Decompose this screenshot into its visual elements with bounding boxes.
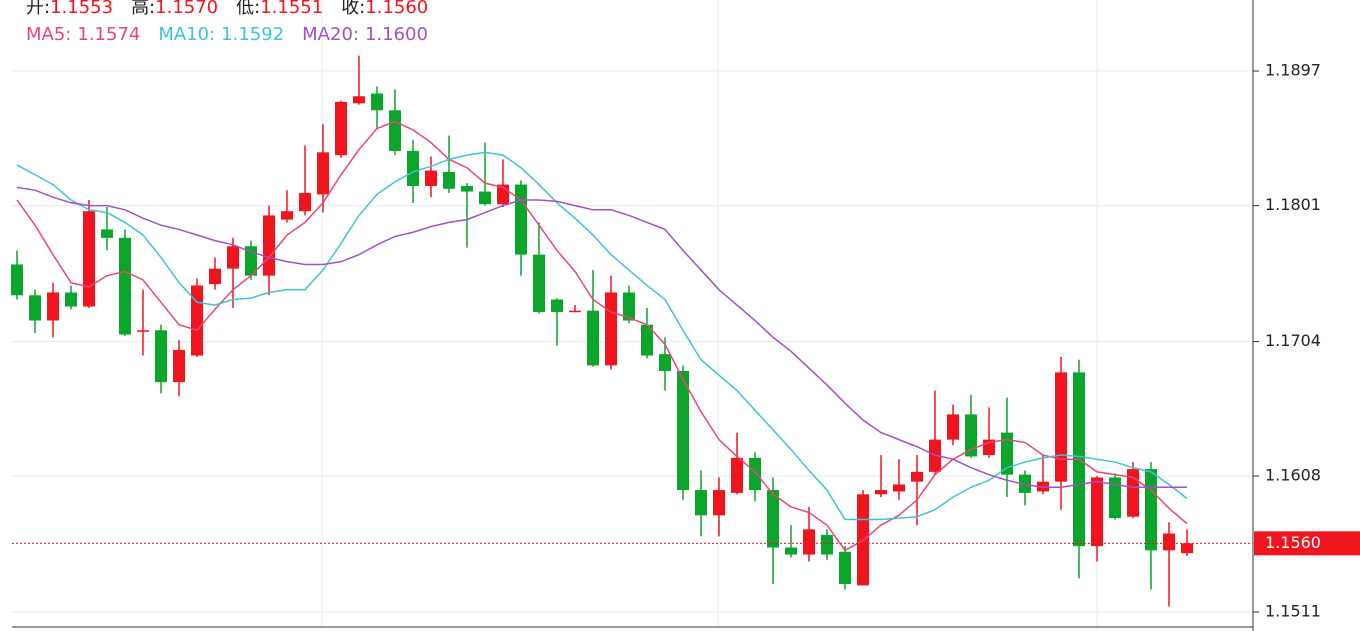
ohlc-name: 低: — [236, 0, 261, 18]
candle-body — [281, 211, 293, 220]
candle-body — [65, 292, 77, 307]
candle-body — [965, 414, 977, 457]
ohlc-item: 收:1.1560 — [341, 0, 428, 18]
ohlc-name: 高: — [131, 0, 156, 18]
candle-body — [839, 551, 851, 584]
candle-body — [533, 254, 545, 313]
candle-body — [389, 110, 401, 151]
ohlc-value: 1.1551 — [260, 0, 324, 18]
candle-body — [335, 101, 347, 156]
candle-body — [821, 534, 833, 555]
candle-body — [695, 490, 707, 516]
candle-body — [515, 184, 527, 255]
candle-body — [911, 471, 923, 482]
candle-body — [875, 490, 887, 495]
candle-body — [677, 370, 689, 491]
y-tick-label: 1.1801 — [1265, 195, 1321, 214]
candle-body — [353, 96, 365, 104]
price-tag — [1254, 531, 1360, 556]
ohlc-name: 收: — [341, 0, 366, 18]
legend-name: MA10: — [158, 24, 216, 45]
ma-line — [16, 186, 1187, 489]
price-tag-label: 1.1560 — [1265, 533, 1321, 552]
legend-item: MA20: 1.1600 — [302, 25, 428, 45]
legend-item: MA10: 1.1592 — [158, 25, 284, 45]
y-tick-label: 1.1704 — [1265, 331, 1321, 350]
candle-body — [1145, 469, 1157, 551]
legend-value: 1.1574 — [77, 24, 141, 45]
candle-body — [641, 324, 653, 356]
candle-body — [11, 264, 23, 296]
candle-body — [713, 490, 725, 516]
candle-body — [551, 299, 563, 313]
ohlc-value: 1.1560 — [365, 0, 429, 18]
legend-value: 1.1592 — [221, 24, 285, 45]
ohlc-item: 低:1.1551 — [236, 0, 323, 18]
candle-body — [191, 285, 203, 356]
ma-line — [16, 120, 1188, 552]
candle-body — [767, 490, 779, 548]
candle-body — [83, 211, 95, 307]
candle-body — [947, 414, 959, 440]
candle-body — [1127, 469, 1139, 517]
candle-body — [569, 310, 581, 313]
ohlc-header: 开:1.1553 高:1.1570 低:1.1551 收:1.1560 — [26, 0, 446, 18]
candle-body — [803, 529, 815, 555]
candle-body — [173, 349, 185, 383]
y-tick-label: 1.1511 — [1265, 602, 1321, 621]
candle-body — [893, 484, 905, 492]
candle-body — [749, 457, 761, 491]
ma-legend: MA5: 1.1574 MA10: 1.1592 MA20: 1.1600 — [26, 25, 446, 45]
candle-body — [47, 292, 59, 321]
ohlc-item: 高:1.1570 — [131, 0, 218, 18]
candle-body — [659, 354, 671, 371]
y-tick-label: 1.1608 — [1265, 466, 1321, 485]
ma-line — [16, 151, 1188, 521]
candle-body — [137, 330, 149, 332]
legend-name: MA5: — [26, 24, 72, 45]
ohlc-item: 开:1.1553 — [26, 0, 113, 18]
candle-body — [209, 268, 221, 285]
candle-body — [407, 150, 419, 186]
candle-body — [461, 185, 473, 192]
candle-body — [317, 152, 329, 195]
candle-body — [587, 310, 599, 366]
candle-body — [1055, 372, 1067, 482]
ohlc-value: 1.1570 — [155, 0, 219, 18]
candle-body — [731, 457, 743, 493]
candle-body — [425, 170, 437, 186]
candle-body — [623, 292, 635, 321]
candle-body — [155, 330, 167, 383]
candle-body — [1091, 477, 1103, 547]
candle-body — [227, 246, 239, 269]
candle-body — [1001, 432, 1013, 475]
candle-body — [1163, 533, 1175, 551]
candle-body — [605, 292, 617, 366]
candle-body — [443, 171, 455, 189]
ohlc-value: 1.1553 — [50, 0, 114, 18]
legend-name: MA20: — [302, 24, 359, 45]
legend-item: MA5: 1.1574 — [26, 25, 140, 45]
candle-body — [119, 237, 131, 335]
candle-body — [101, 229, 113, 238]
candle-body — [785, 547, 797, 555]
ohlc-name: 开: — [26, 0, 51, 18]
candle-body — [371, 93, 383, 111]
candle-body — [29, 295, 41, 321]
candle-body — [299, 192, 311, 212]
candle-body — [479, 191, 491, 205]
candle-body — [263, 215, 275, 276]
candle-body — [1181, 543, 1193, 554]
candle-body — [245, 246, 257, 276]
candle-body — [1109, 477, 1121, 519]
legend-value: 1.1600 — [364, 24, 428, 45]
y-tick-label: 1.1897 — [1265, 61, 1321, 80]
